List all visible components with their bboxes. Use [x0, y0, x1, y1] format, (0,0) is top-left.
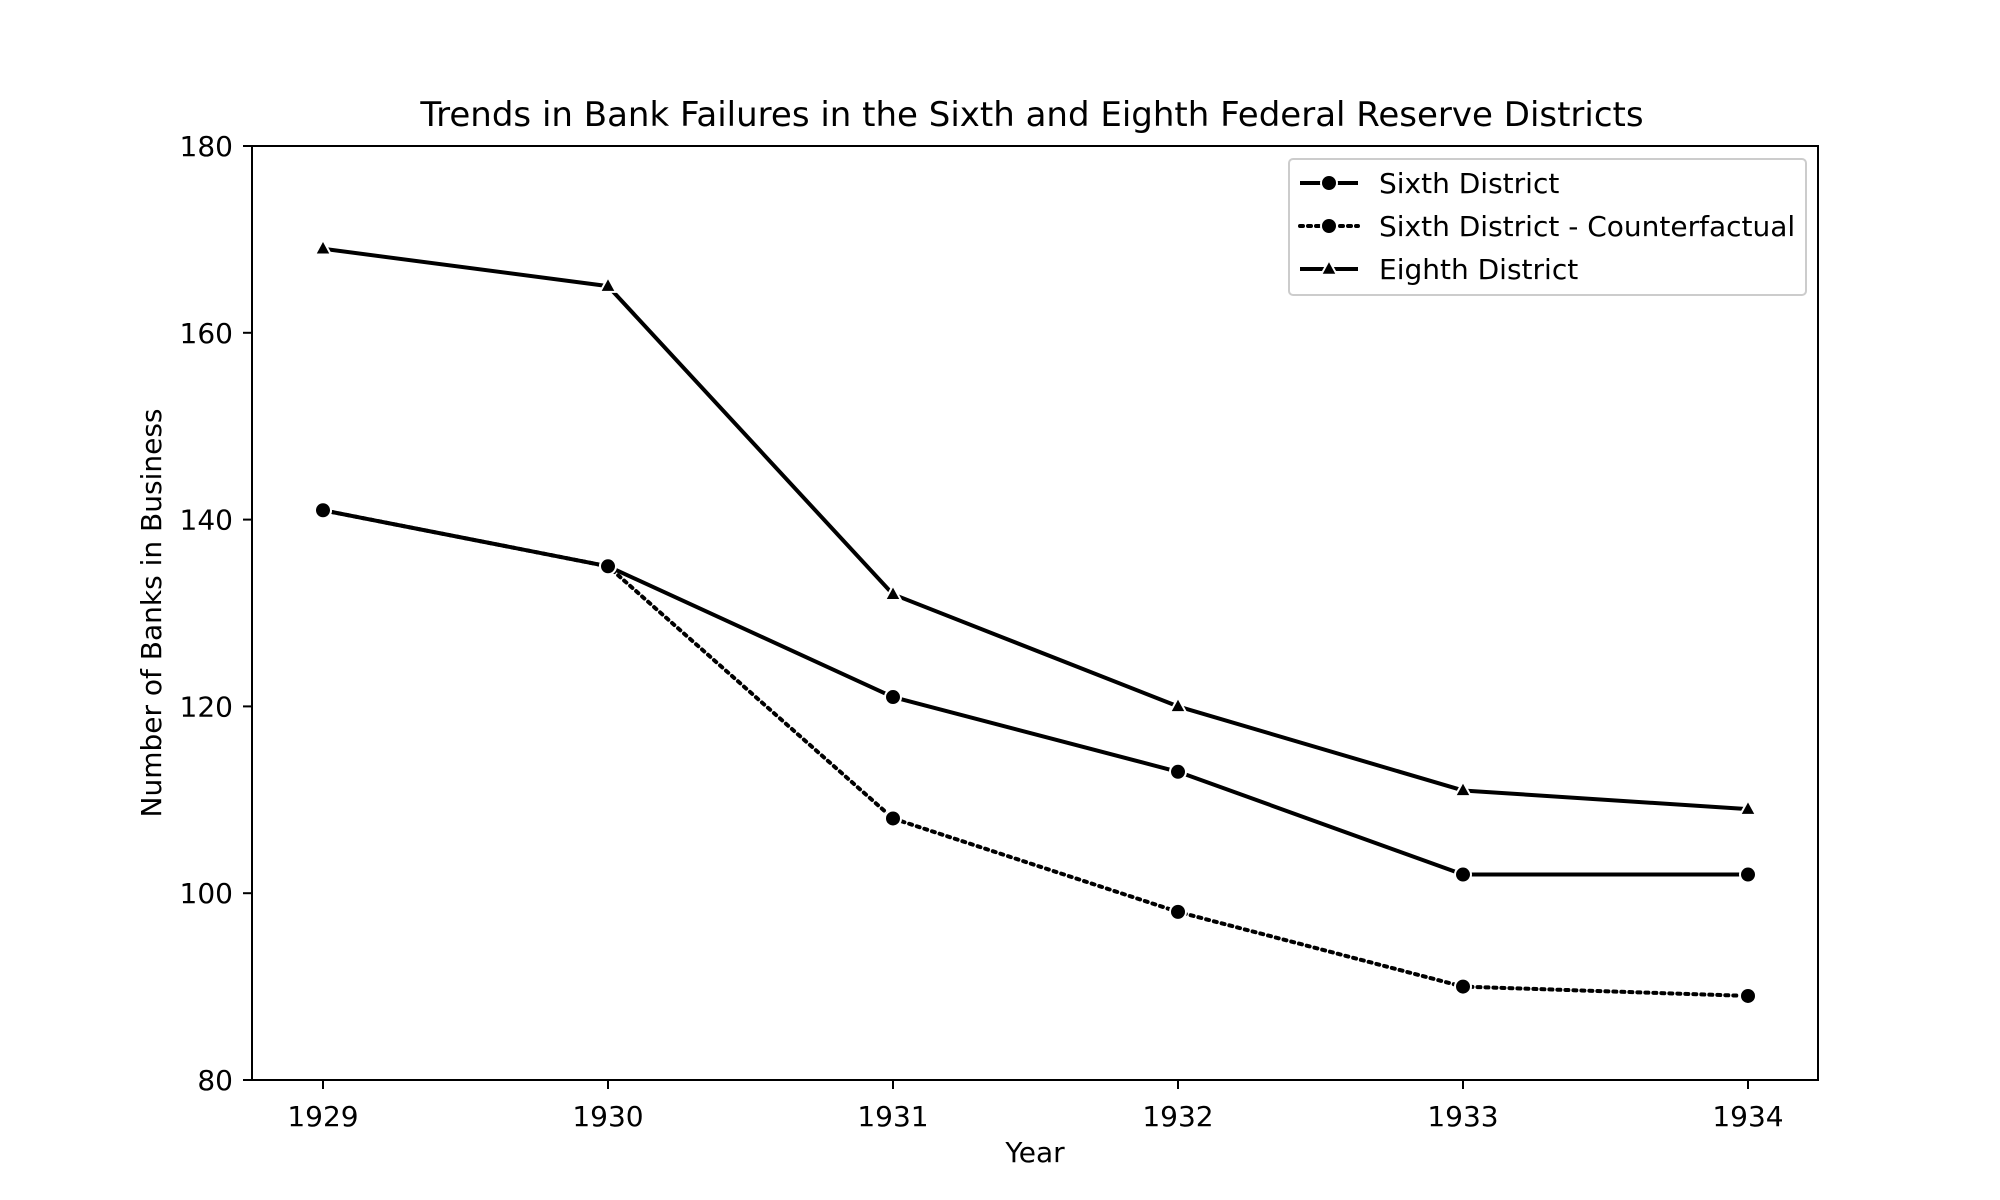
- legend-eighth-district-marker: [1319, 258, 1339, 276]
- eighth-district-point: [598, 275, 618, 293]
- x-axis: 1929 1930 1931 1932 1933 1934: [287, 1080, 1784, 1133]
- legend: Sixth District Sixth District - Counterfa…: [1288, 158, 1807, 296]
- x-tick-label: 1933: [1427, 1100, 1498, 1133]
- legend-box: [1288, 158, 1807, 296]
- legend-eighth-district-label: Eighth District: [1379, 253, 1578, 286]
- y-tick-label: 180: [180, 130, 233, 163]
- eighth-district-point: [1738, 798, 1758, 816]
- x-axis-label: Year: [1004, 1136, 1065, 1169]
- x-tick-label: 1930: [572, 1100, 643, 1133]
- legend-sixth-district-counterfactual-marker: [1320, 217, 1338, 235]
- y-axis-label: Number of Banks in Business: [135, 409, 168, 818]
- sixth-district-counterfactual-point: [314, 501, 332, 520]
- legend-sixth-district-marker: [1320, 174, 1338, 192]
- sixth-district-point: [1169, 762, 1187, 781]
- sixth-district-counterfactual-point: [1169, 902, 1187, 921]
- x-tick-label: 1929: [287, 1100, 358, 1133]
- sixth-district-counterfactual-point: [599, 557, 617, 576]
- y-tick-label: 100: [180, 877, 233, 910]
- y-axis: 80 100 120 140 160 180: [180, 130, 252, 1097]
- y-tick-label: 80: [197, 1064, 233, 1097]
- sixth-district-counterfactual-point: [884, 809, 902, 828]
- eighth-district-point: [1453, 779, 1473, 798]
- x-tick-label: 1932: [1142, 1100, 1213, 1133]
- plot-lines: [321, 246, 1750, 998]
- chart-title: Trends in Bank Failures in the Sixth and…: [419, 95, 1643, 135]
- sixth-district-point: [884, 688, 902, 707]
- sixth-district-counterfactual-point: [1739, 986, 1757, 1005]
- sixth-district-counterfactual-point: [1454, 977, 1472, 996]
- y-tick-label: 160: [180, 317, 233, 350]
- eighth-district-point: [883, 583, 903, 602]
- eighth-district-line: [322, 246, 1749, 812]
- sixth-district-point: [1454, 865, 1472, 884]
- x-tick-label: 1934: [1712, 1100, 1783, 1133]
- sixth-district-point: [1739, 865, 1757, 884]
- plot-markers: [313, 237, 1758, 1005]
- plot-frame: [251, 145, 1819, 1081]
- legend-sixth-district-label: Sixth District: [1379, 167, 1559, 200]
- y-tick-label: 140: [180, 504, 233, 537]
- sixth-district-counterfactual-line: [321, 508, 1750, 998]
- legend-sixth-district-counterfactual-label: Sixth District - Counterfactual: [1379, 210, 1795, 243]
- y-tick-label: 120: [180, 690, 233, 723]
- eighth-district-point: [313, 237, 333, 256]
- x-tick-label: 1931: [857, 1100, 928, 1133]
- eighth-district-point: [1168, 695, 1188, 714]
